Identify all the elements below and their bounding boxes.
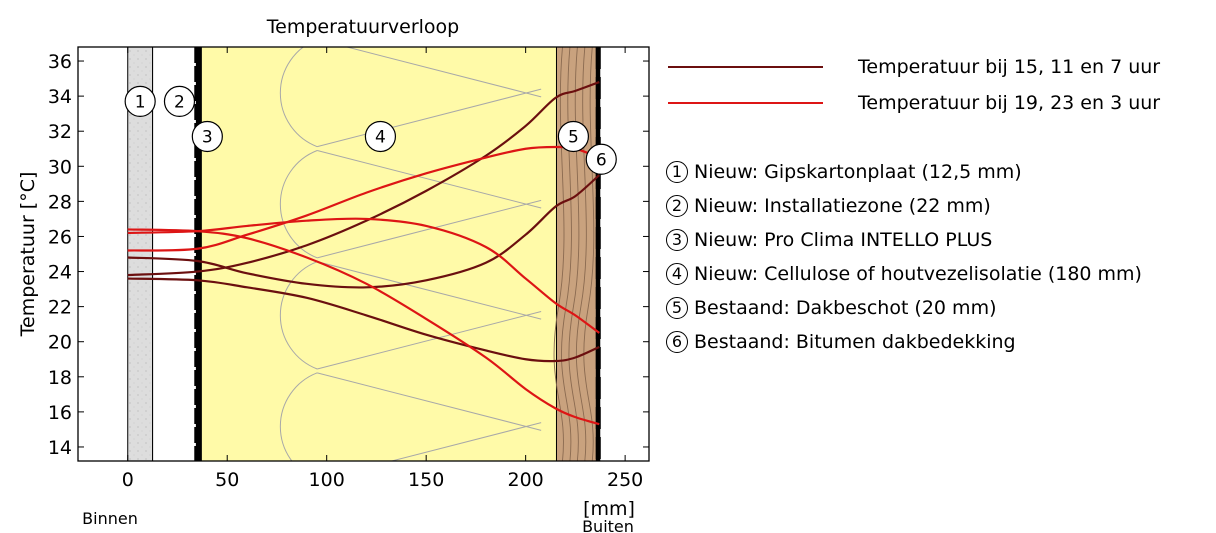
y-tick-label: 34 [48,86,72,108]
y-tick-label: 28 [48,191,72,213]
layer-label: Bestaand: Bitumen dakbedekking [694,331,1016,353]
layer-marker-number: 6 [596,150,607,170]
layer-number-badge: 3 [666,229,688,251]
temperature-curve-1-2 [127,174,600,289]
y-axis-label: Temperatuur [°C] [17,172,39,338]
temperature-curve-2-1 [127,145,600,252]
y-tick-label: 36 [48,51,72,73]
layer-marker-number: 2 [174,92,185,112]
insulation-symbol [279,47,542,461]
temperature-curve-2-2 [127,217,600,334]
temperature-curve-1-3 [127,277,600,363]
layer-number-badge: 2 [666,195,688,217]
temperature-curve-1-1 [127,81,600,277]
y-tick-label: 32 [48,121,72,143]
layer-number-badge: 5 [666,297,688,319]
layer-marker-4: 4 [364,120,397,153]
legend-label-night: Temperatuur bij 19, 23 en 3 uur [858,92,1161,114]
layer-marker-number: 5 [568,127,579,147]
layer-label: Nieuw: Gipskartonplaat (12,5 mm) [694,161,1022,183]
legend-layer-4: 4 Nieuw: Cellulose of houtvezelisolatie … [666,263,1142,285]
x-tick-label: 50 [215,469,239,491]
x-tick-label: 150 [408,469,444,491]
layer-marker-2: 2 [163,85,196,117]
y-tick-label: 16 [48,402,72,424]
layer-number-badge: 1 [666,161,688,183]
layer-marker-6: 6 [585,143,617,175]
y-tick-label: 26 [48,226,72,248]
layer-label: Nieuw: Installatiezone (22 mm) [694,195,991,217]
temperature-curve-2-3 [127,228,600,426]
layer-band-5 [555,47,597,461]
legend-layer-1: 1 Nieuw: Gipskartonplaat (12,5 mm) [666,161,1022,183]
y-tick-label: 22 [48,297,72,319]
layer-band-6 [596,47,601,461]
layer-label: Nieuw: Pro Clima INTELLO PLUS [694,229,993,251]
layer-marker-number: 3 [202,127,213,147]
layer-marker-circle [191,120,223,153]
legend-swatch-day [668,66,823,68]
x-tick-label: 200 [508,469,544,491]
layer-marker-3: 3 [191,120,223,153]
y-tick-label: 30 [48,156,72,178]
layer-label: Nieuw: Cellulose of houtvezelisolatie (1… [694,263,1142,285]
layer-marker-circle [124,85,156,117]
y-tick-label: 14 [48,437,72,459]
x-tick-label: 100 [309,469,345,491]
y-tick-label: 20 [48,332,72,354]
y-tick-label: 24 [48,262,72,284]
chart-title: Temperatuurverloop [266,16,459,38]
layer-marker-circle [364,120,397,153]
layer-marker-5: 5 [557,120,589,153]
layer-marker-number: 4 [375,127,386,147]
x-axis-label: [mm] [583,498,635,520]
x-tick-label: 250 [607,469,643,491]
layer-marker-circle [163,85,196,117]
plot-frame [77,46,650,462]
wood-grain [553,47,595,461]
y-tick-label: 18 [48,367,72,389]
legend-entry-night: Temperatuur bij 19, 23 en 3 uur [664,88,1160,118]
inside-label: Binnen [82,509,138,528]
layer-number-badge: 4 [666,263,688,285]
legend-layer-5: 5 Bestaand: Dakbeschot (20 mm) [666,297,997,319]
layer-label: Bestaand: Dakbeschot (20 mm) [694,297,997,319]
layer-marker-circle [585,143,617,175]
legend-layer-2: 2 Nieuw: Installatiezone (22 mm) [666,195,991,217]
layer-number-badge: 6 [666,331,688,353]
layer-band-3 [196,47,199,461]
layer-marker-circle [557,120,589,153]
layer-marker-number: 1 [135,92,146,112]
legend-layer-3: 3 Nieuw: Pro Clima INTELLO PLUS [666,229,992,251]
outside-label: Buiten [582,517,634,533]
legend-swatch-night [668,102,823,104]
x-tick-label: 0 [122,469,134,491]
legend-layer-6: 6 Bestaand: Bitumen dakbedekking [666,331,1016,353]
legend-entry-day: Temperatuur bij 15, 11 en 7 uur [664,52,1160,82]
layer-marker-1: 1 [124,85,156,117]
legend: Temperatuur bij 15, 11 en 7 uur Temperat… [664,44,1216,364]
legend-label-day: Temperatuur bij 15, 11 en 7 uur [858,56,1161,78]
